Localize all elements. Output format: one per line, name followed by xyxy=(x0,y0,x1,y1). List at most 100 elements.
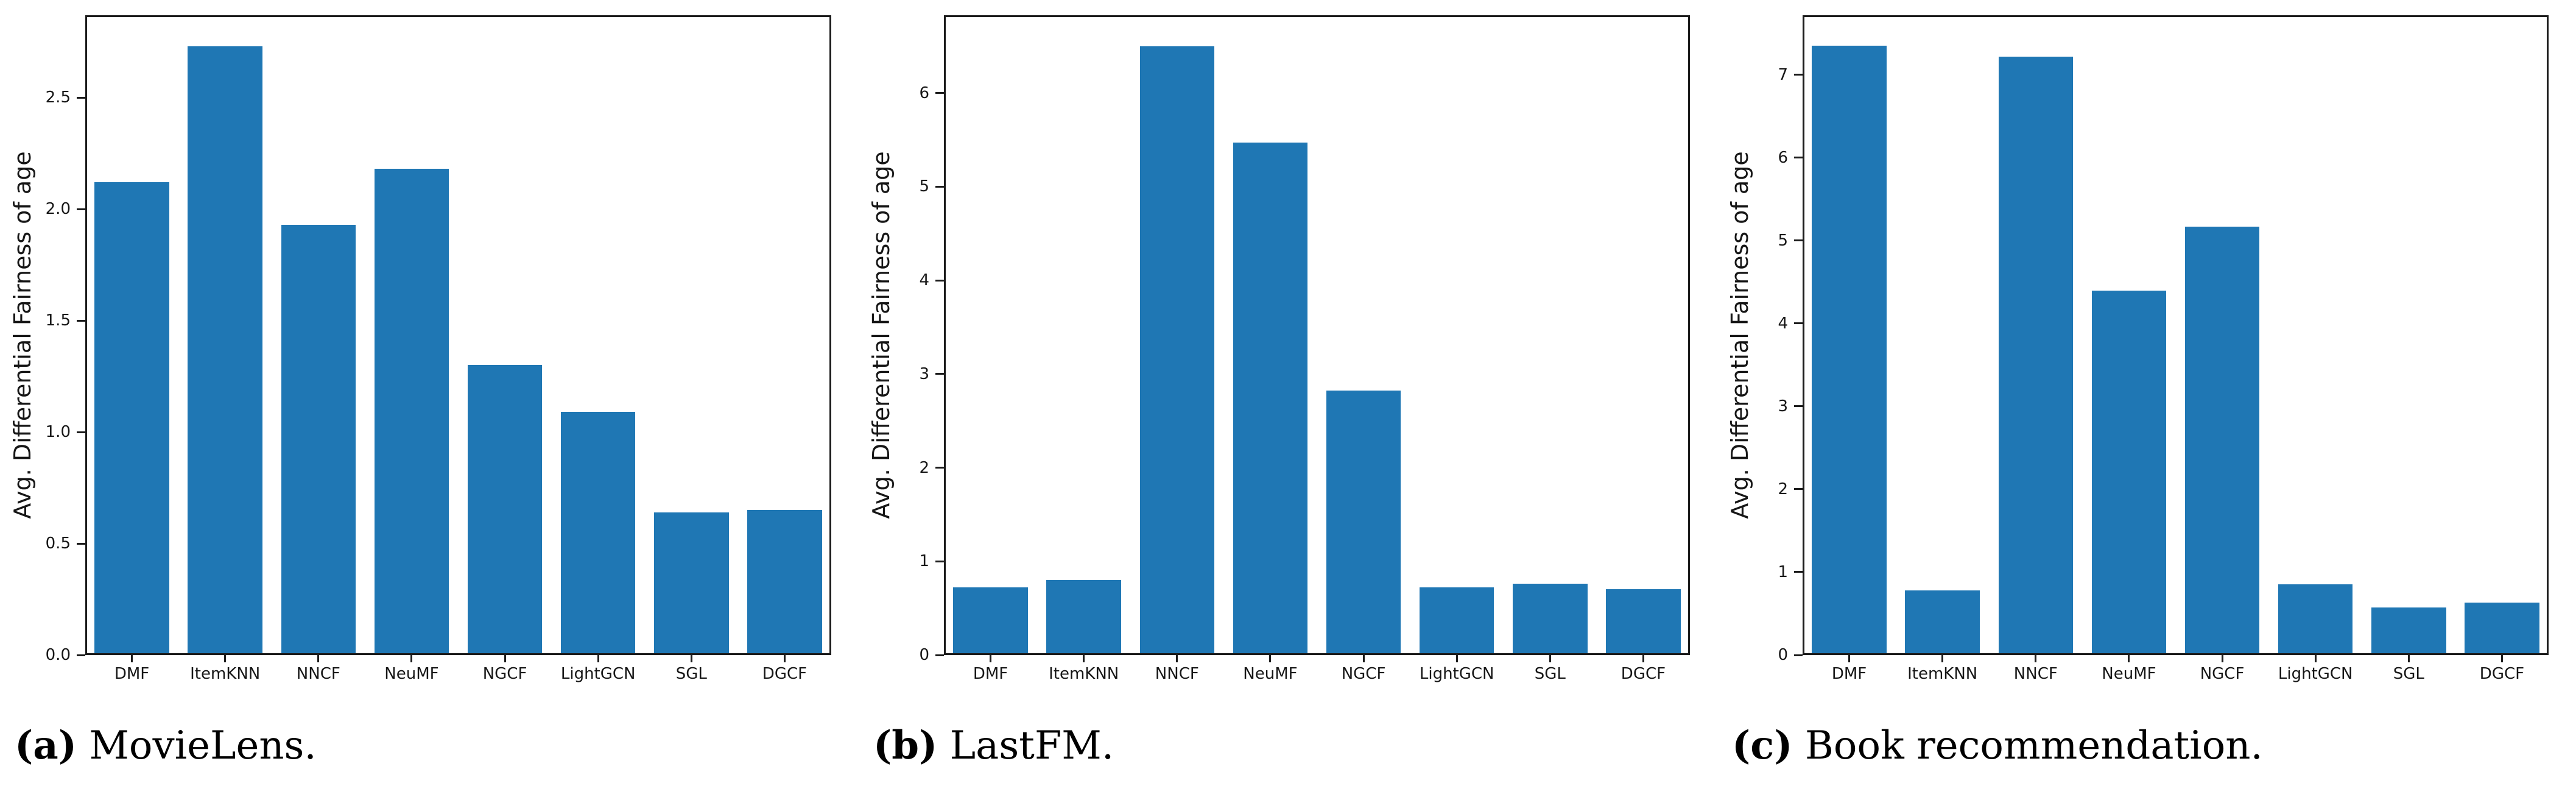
x-tick-mark xyxy=(2500,655,2503,662)
y-tick-mark xyxy=(935,560,944,562)
x-tick-label: SGL xyxy=(675,665,707,683)
x-tick-label: ItemKNN xyxy=(190,665,261,683)
y-tick-mark xyxy=(935,92,944,94)
bar-sgl xyxy=(2371,607,2446,655)
y-tick-label: 2 xyxy=(1778,480,1788,498)
bar-ngcf xyxy=(2184,226,2260,655)
x-tick-label: DGCF xyxy=(1621,665,1666,683)
caption-label-a: (a) xyxy=(15,723,77,768)
bar-ngcf xyxy=(1326,391,1401,655)
bar-dmf xyxy=(94,182,169,655)
y-tick-label: 5 xyxy=(919,177,929,196)
x-tick-mark xyxy=(690,655,692,662)
x-tick-label: NeuMF xyxy=(1243,665,1298,683)
x-tick-label: NNCF xyxy=(1155,665,1199,683)
y-tick-label: 6 xyxy=(919,83,929,102)
x-tick-label: DMF xyxy=(114,665,150,683)
y-tick-label: 2.5 xyxy=(45,88,71,107)
y-tick-mark xyxy=(1794,322,1803,325)
chart-panel-b: Avg. Differential Fairness of age 0 1 2 3 4 5 6… xyxy=(859,0,1717,786)
y-tick-label: 4 xyxy=(919,271,929,290)
y-tick-label: 6 xyxy=(1778,148,1788,167)
x-tick-label: NNCF xyxy=(296,665,340,683)
y-tick-label: 1.5 xyxy=(45,311,71,330)
y-tick-mark xyxy=(935,279,944,281)
plot-area xyxy=(1803,15,2549,655)
y-tick-mark xyxy=(77,431,85,433)
x-tick-mark xyxy=(1362,655,1365,662)
y-axis-label: Avg. Differential Fairness of age xyxy=(9,151,36,519)
y-tick-label: 2.0 xyxy=(45,200,71,219)
y-tick-label: 2 xyxy=(919,458,929,477)
x-tick-label: DMF xyxy=(973,665,1008,683)
y-tick-mark xyxy=(1794,157,1803,159)
y-tick-mark xyxy=(1794,239,1803,242)
y-tick-label: 1.0 xyxy=(45,423,71,442)
bar-dmf xyxy=(953,587,1028,655)
caption-movielens: (a) MovieLens. xyxy=(15,723,317,769)
y-tick-label: 5 xyxy=(1778,231,1788,250)
bar-dmf xyxy=(1812,46,1887,655)
y-tick-mark xyxy=(1794,654,1803,656)
bar-itemknn xyxy=(1905,590,1980,655)
x-tick-label: SGL xyxy=(2393,665,2424,683)
y-tick-label: 4 xyxy=(1778,314,1788,333)
x-tick-mark xyxy=(1549,655,1551,662)
x-tick-label: NeuMF xyxy=(2102,665,2156,683)
bar-neumf xyxy=(374,169,449,655)
x-tick-label: NGCF xyxy=(482,665,527,683)
bar-chart-lastfm: Avg. Differential Fairness of age 0 1 2 3 4 5 6… xyxy=(859,0,1717,786)
x-tick-mark xyxy=(2407,655,2410,662)
bar-itemknn xyxy=(1046,580,1121,655)
y-tick-mark xyxy=(1794,488,1803,490)
bar-neumf xyxy=(2091,290,2167,655)
x-tick-mark xyxy=(131,655,133,662)
y-tick-mark xyxy=(77,208,85,210)
x-tick-label: DMF xyxy=(1831,665,1867,683)
x-tick-label: NNCF xyxy=(2013,665,2058,683)
y-tick-mark xyxy=(935,185,944,188)
caption-label-c: (c) xyxy=(1732,723,1793,768)
bar-nncf xyxy=(1998,57,2074,655)
y-tick-mark xyxy=(1794,571,1803,573)
bar-neumf xyxy=(1233,143,1308,655)
x-tick-mark xyxy=(317,655,320,662)
y-tick-label: 0 xyxy=(919,646,929,664)
bar-lightgcn xyxy=(1419,587,1494,655)
x-tick-mark xyxy=(2035,655,2037,662)
x-tick-mark xyxy=(597,655,599,662)
x-tick-mark xyxy=(990,655,992,662)
plot-area xyxy=(85,15,831,655)
y-tick-mark xyxy=(77,319,85,322)
y-tick-mark xyxy=(77,542,85,545)
x-tick-label: SGL xyxy=(1534,665,1566,683)
y-tick-label: 0.5 xyxy=(45,534,71,553)
plot-area xyxy=(944,15,1690,655)
y-tick-label: 1 xyxy=(1778,562,1788,581)
x-tick-mark xyxy=(1642,655,1644,662)
x-tick-label: LightGCN xyxy=(1419,665,1494,683)
x-tick-mark xyxy=(1083,655,1085,662)
x-tick-mark xyxy=(2221,655,2223,662)
x-tick-mark xyxy=(2314,655,2317,662)
bar-itemknn xyxy=(188,46,262,655)
y-tick-mark xyxy=(1794,405,1803,408)
caption-text-c: Book recommendation. xyxy=(1804,723,2263,768)
y-tick-mark xyxy=(935,373,944,375)
x-tick-mark xyxy=(1176,655,1178,662)
x-tick-label: ItemKNN xyxy=(1907,665,1978,683)
x-tick-label: DGCF xyxy=(2479,665,2525,683)
chart-panel-c: Avg. Differential Fairness of age 0 1 2 3 4 5 6… xyxy=(1717,0,2576,786)
bar-nncf xyxy=(281,224,356,655)
x-tick-mark xyxy=(224,655,227,662)
x-tick-label: LightGCN xyxy=(2278,665,2353,683)
bar-chart-book-recommendation: Avg. Differential Fairness of age 0 1 2 3 4 5 6… xyxy=(1717,0,2576,786)
y-tick-mark xyxy=(935,654,944,656)
y-tick-label: 3 xyxy=(919,364,929,383)
bar-sgl xyxy=(1513,584,1588,655)
x-tick-mark xyxy=(1848,655,1851,662)
x-tick-mark xyxy=(504,655,506,662)
y-tick-mark xyxy=(1794,74,1803,76)
x-tick-mark xyxy=(1941,655,1944,662)
